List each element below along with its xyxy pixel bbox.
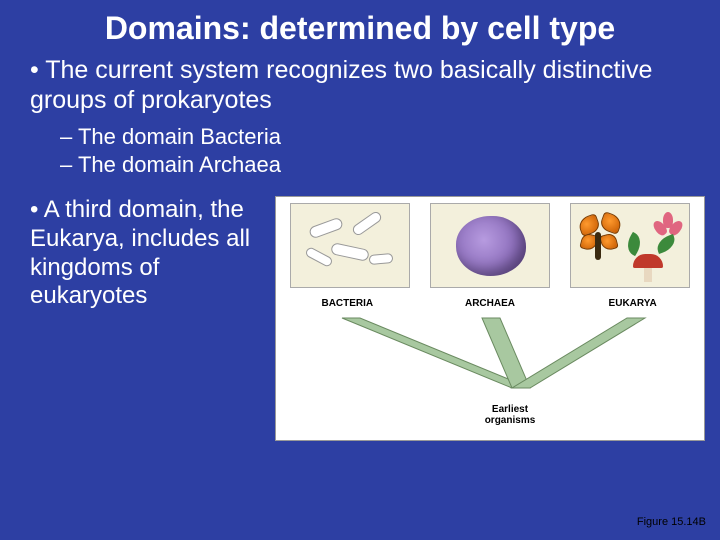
sub-bullet-list: – The domain Bacteria – The domain Archa… <box>0 115 720 178</box>
slide-title: Domains: determined by cell type <box>0 0 720 51</box>
label-archaea: ARCHAEA <box>430 298 550 309</box>
root-label: Earliest organisms <box>276 404 704 426</box>
bacteria-thumbnail <box>290 203 410 288</box>
sub-bullet-archaea: – The domain Archaea <box>60 151 690 179</box>
bullet-prokaryotes: • The current system recognizes two basi… <box>0 51 720 115</box>
archaea-thumbnail <box>430 203 550 288</box>
bullet-eukarya: • A third domain, the Eukarya, includes … <box>30 196 275 311</box>
domains-tree-figure: BACTERIA ARCHAEA EUKARYA Earliest organi… <box>275 196 705 441</box>
figure-credit: Figure 15.14B <box>637 516 706 528</box>
sub-bullet-bacteria: – The domain Bacteria <box>60 123 690 151</box>
thumbnail-row <box>276 197 704 292</box>
label-eukarya: EUKARYA <box>573 298 693 309</box>
label-bacteria: BACTERIA <box>287 298 407 309</box>
lower-row: • A third domain, the Eukarya, includes … <box>0 178 720 441</box>
domain-label-row: BACTERIA ARCHAEA EUKARYA <box>276 292 704 309</box>
phylogeny-tree-icon <box>276 312 706 402</box>
eukarya-thumbnail <box>570 203 690 288</box>
